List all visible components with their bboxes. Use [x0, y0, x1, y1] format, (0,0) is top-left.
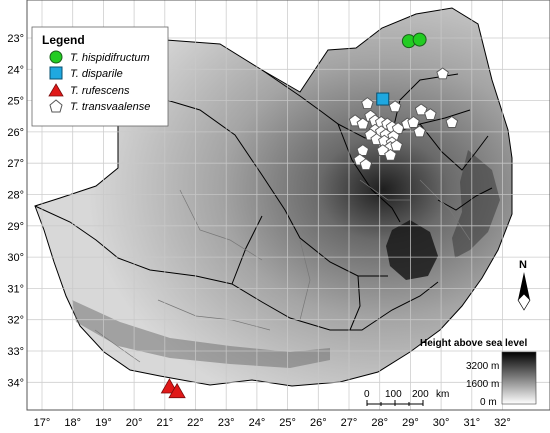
legend-pentagon-marker	[49, 99, 63, 113]
legend-item-rufescens: T. rufescens	[70, 85, 130, 97]
map-frame	[26, 0, 550, 411]
longitude-tick-label: 28°	[371, 417, 388, 429]
latitude-tick-label: 28°	[7, 190, 24, 202]
longitude-tick-label: 32°	[494, 417, 511, 429]
longitude-tick-label: 19°	[95, 417, 112, 429]
scale-label-100: 100	[385, 389, 402, 400]
transvaalense-marker	[414, 103, 428, 116]
scale-label-200: 200	[412, 389, 429, 400]
longitude-tick-label: 22°	[187, 417, 204, 429]
elevation-label-mid: 1600 m	[466, 379, 499, 390]
latitude-tick-label: 31°	[7, 283, 24, 295]
scale-bar-line	[366, 400, 424, 406]
transvaalense-marker	[388, 100, 402, 113]
longitude-tick-label: 18°	[64, 417, 81, 429]
legend-title: Legend	[42, 33, 85, 47]
elevation-legend: Height above sea level 3200 m 1600 m 0 m	[420, 338, 537, 408]
longitude-tick-label: 20°	[126, 417, 143, 429]
transvaalense-marker	[445, 115, 459, 128]
legend-square-marker	[49, 66, 63, 80]
latitude-tick-label: 23°	[7, 33, 24, 45]
longitude-tick-label: 26°	[310, 417, 327, 429]
latitude-labels: 23° 24° 25° 26° 27° 28° 29° 30° 31° 32° 33° 34°	[7, 33, 24, 389]
transvaalense-marker	[407, 115, 420, 128]
elevation-gradient-bar	[501, 351, 537, 405]
transvaalense-marker	[356, 144, 370, 156]
rufescens-marker	[168, 382, 186, 399]
transvaalense-marker	[384, 148, 397, 161]
longitude-tick-label: 31°	[463, 417, 480, 429]
district-lines	[94, 179, 471, 363]
longitude-tick-label: 24°	[249, 417, 266, 429]
legend: Legend T. hispidifructum T. disparile T.…	[31, 26, 169, 127]
longitude-tick-label: 17°	[34, 417, 51, 429]
longitude-labels: 17° 18° 19° 20° 21° 22° 23° 24° 25° 26° 27° 28° 29° 3…	[34, 417, 511, 429]
transvaalense-marker	[436, 67, 449, 80]
latitude-tick-label: 33°	[7, 346, 24, 358]
transvaalense-marker	[390, 139, 403, 152]
north-arrow: N	[517, 259, 531, 311]
scale-label-0: 0	[364, 389, 370, 400]
transvaalense-marker	[361, 97, 374, 110]
scale-unit: km	[436, 389, 449, 400]
longitude-tick-label: 25°	[279, 417, 296, 429]
hispidifructum-marker	[412, 32, 427, 47]
latitude-tick-label: 29°	[7, 221, 24, 233]
longitude-tick-label: 21°	[156, 417, 173, 429]
legend-triangle-marker	[48, 83, 64, 97]
latitude-tick-label: 30°	[7, 252, 24, 264]
latitude-tick-label: 34°	[7, 377, 24, 389]
elevation-label-high: 3200 m	[466, 361, 499, 372]
latitude-tick-label: 25°	[7, 96, 24, 108]
legend-item-hispidifructum: T. hispidifructum	[70, 52, 150, 64]
latitude-tick-label: 26°	[7, 127, 24, 139]
elevation-title: Height above sea level	[420, 338, 527, 349]
legend-item-transvaalense: T. transvaalense	[70, 101, 150, 113]
longitude-tick-label: 23°	[218, 417, 235, 429]
transvaalense-marker	[359, 158, 373, 171]
occurrence-markers	[160, 32, 459, 399]
north-arrow-icon	[518, 272, 530, 300]
longitude-tick-label: 29°	[402, 417, 419, 429]
transvaalense-marker	[413, 125, 426, 138]
lesotho-highland	[386, 220, 438, 280]
legend-circle-marker	[49, 50, 63, 64]
legend-item-disparile: T. disparile	[70, 68, 123, 80]
latitude-tick-label: 32°	[7, 315, 24, 327]
scale-bar: 0 100 200 km	[364, 389, 449, 406]
longitude-tick-label: 30°	[433, 417, 450, 429]
latitude-tick-label: 27°	[7, 158, 24, 170]
transvaalense-marker	[424, 108, 437, 120]
latitude-tick-label: 24°	[7, 64, 24, 76]
north-label: N	[519, 259, 527, 271]
disparile-marker	[376, 92, 390, 106]
longitude-tick-label: 27°	[341, 417, 358, 429]
elevation-label-low: 0 m	[480, 397, 497, 408]
